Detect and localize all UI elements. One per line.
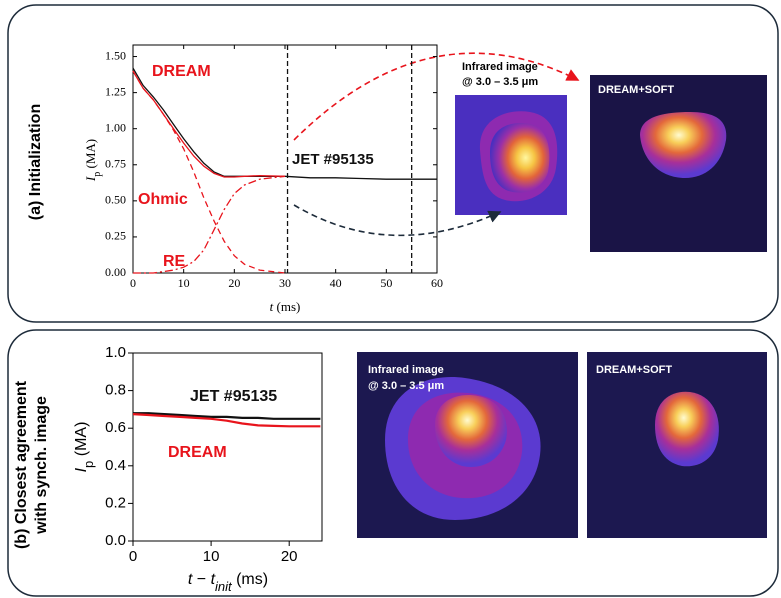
figure: (a) Initialization (b) Closest agreement…	[0, 0, 781, 598]
x-tick-label: 50	[380, 276, 392, 290]
series-label: JET #95135	[292, 151, 374, 168]
x-tick-label: 0	[130, 276, 136, 290]
y-tick-label: 0.0	[105, 532, 126, 549]
panel-label: (a) Initialization	[27, 104, 44, 220]
y-tick-label: 1.50	[105, 48, 126, 62]
x-axis-label-part: (ms)	[273, 299, 300, 314]
x-tick-label: 30	[279, 276, 291, 290]
y-tick-label: 0.75	[105, 157, 126, 171]
y-tick-label: 0.4	[105, 457, 126, 474]
series-label: DREAM	[152, 63, 211, 80]
y-tick-label: 0.50	[105, 193, 126, 207]
x-tick-label: 20	[281, 548, 298, 565]
image-title: DREAM+SOFT	[598, 84, 674, 96]
y-tick-label: 1.0	[105, 344, 126, 361]
image-blob	[490, 123, 549, 193]
y-tick-label: 0.6	[105, 419, 126, 436]
image-title: @ 3.0 – 3.5 μm	[368, 380, 444, 392]
x-axis-label-part: (ms)	[232, 571, 268, 588]
y-tick-label: 1.00	[105, 120, 126, 134]
x-tick-label: 60	[431, 276, 443, 290]
y-axis-label-part: (MA)	[73, 422, 90, 461]
series-label: Ohmic	[138, 191, 188, 208]
y-tick-label: 0.8	[105, 382, 126, 399]
x-tick-label: 10	[203, 548, 220, 565]
panel-label: (b) Closest agreement	[13, 380, 30, 549]
y-tick-label: 0.00	[105, 265, 126, 279]
image-blob	[655, 392, 719, 467]
image-title: Infrared image	[462, 61, 538, 73]
series-label: DREAM	[168, 444, 227, 461]
x-axis-label-part: −	[192, 571, 210, 588]
x-axis-label-part: init	[215, 579, 233, 594]
series-label: RE	[163, 253, 186, 270]
image-title: @ 3.0 – 3.5 μm	[462, 76, 538, 88]
x-tick-label: 20	[228, 276, 240, 290]
x-tick-label: 40	[330, 276, 342, 290]
y-tick-label: 0.25	[105, 229, 126, 243]
series-label: JET #95135	[190, 388, 277, 405]
y-tick-label: 1.25	[105, 84, 126, 98]
panel-label: with synch. image	[33, 396, 50, 535]
y-tick-label: 0.2	[105, 494, 126, 511]
x-tick-label: 10	[178, 276, 190, 290]
x-tick-label: 0	[129, 548, 137, 565]
y-axis-label-part: (MA)	[83, 139, 98, 172]
x-axis-label: t (ms)	[270, 299, 301, 314]
image-title: DREAM+SOFT	[596, 364, 672, 376]
image-title: Infrared image	[368, 364, 444, 376]
y-axis-label-part: p	[81, 461, 96, 468]
